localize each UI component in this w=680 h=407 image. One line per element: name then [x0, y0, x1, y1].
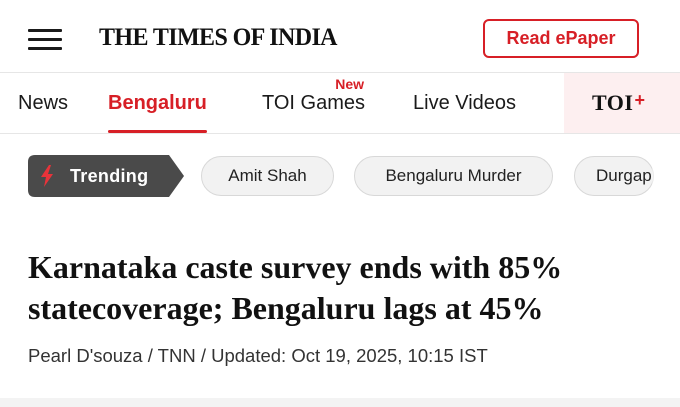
nav-item-label: News [18, 91, 69, 114]
nav-item-label: Bengaluru [108, 91, 207, 114]
nav-item-bengaluru[interactable]: Bengaluru [108, 73, 207, 133]
article-headline: Karnataka caste survey ends with 85% sta… [28, 249, 563, 326]
nav-item-label: TOI Games [262, 91, 365, 114]
page-bottom-strip [0, 398, 680, 407]
article-byline: Pearl D'souza / TNN / Updated: Oct 19, 2… [28, 345, 488, 366]
new-badge: New [335, 76, 364, 92]
trending-chip-bengaluru-murder[interactable]: Bengaluru Murder [354, 156, 553, 196]
hamburger-icon[interactable] [28, 29, 62, 51]
site-logo[interactable]: THE TIMES OF INDIA [99, 24, 338, 52]
nav-item-label: Live Videos [413, 91, 517, 114]
site-header: THE TIMES OF INDIA Read ePaper [0, 0, 680, 72]
plus-icon: + [634, 89, 645, 110]
trending-chip-durgapur[interactable]: Durgap [574, 156, 654, 196]
toi-plus-button[interactable]: TOI + [564, 73, 680, 133]
nav-item-toi-games[interactable]: TOI Games New [262, 73, 365, 133]
trending-tag-background [28, 155, 184, 197]
scroll-fade-overlay [652, 134, 680, 218]
nav-item-news[interactable]: News [18, 73, 68, 133]
trending-tag[interactable]: Trending [28, 155, 184, 197]
read-epaper-button[interactable]: Read ePaper [483, 19, 639, 58]
trending-bar: Trending Amit Shah Bengaluru Murder Durg… [0, 134, 680, 218]
toi-plus-logo-text: TOI [592, 90, 634, 115]
section-nav: News Bengaluru TOI Games New Live Videos… [0, 72, 680, 134]
trending-label: Trending [70, 165, 149, 186]
active-tab-indicator [108, 130, 207, 133]
trending-chip-amit-shah[interactable]: Amit Shah [201, 156, 334, 196]
nav-item-live-videos[interactable]: Live Videos [413, 73, 516, 133]
lightning-bolt-icon [41, 165, 53, 187]
